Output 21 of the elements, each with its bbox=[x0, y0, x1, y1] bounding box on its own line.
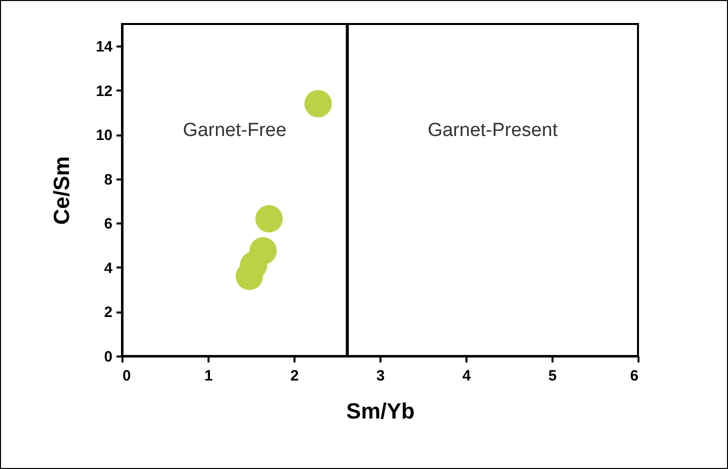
y-tick-label: 14 bbox=[96, 38, 114, 56]
y-tick-label: 0 bbox=[104, 348, 112, 366]
y-tick-label: 6 bbox=[104, 216, 112, 233]
annotation: Garnet-Free bbox=[182, 120, 286, 142]
y-axis-title: Ce/Sm bbox=[48, 156, 74, 225]
y-tick-label: 10 bbox=[96, 127, 112, 144]
x-tick-label: 6 bbox=[630, 368, 638, 384]
x-tick-label: 3 bbox=[376, 368, 385, 384]
x-tick-label: 2 bbox=[290, 368, 299, 384]
y-tick-label: 12 bbox=[96, 82, 112, 100]
y-tick-label: 2 bbox=[104, 304, 112, 322]
y-tick-label: 4 bbox=[104, 260, 114, 277]
x-tick-label: 1 bbox=[204, 368, 213, 384]
point bbox=[255, 205, 283, 232]
x-tick-label: 0 bbox=[122, 368, 131, 384]
annotation: Garnet-Present bbox=[428, 120, 558, 142]
x-tick-label: 5 bbox=[548, 368, 557, 384]
x-axis-title: Sm/Yb bbox=[346, 398, 415, 424]
point bbox=[304, 90, 332, 118]
x-tick-label: 4 bbox=[462, 368, 472, 384]
y-tick-label: 8 bbox=[104, 171, 112, 188]
